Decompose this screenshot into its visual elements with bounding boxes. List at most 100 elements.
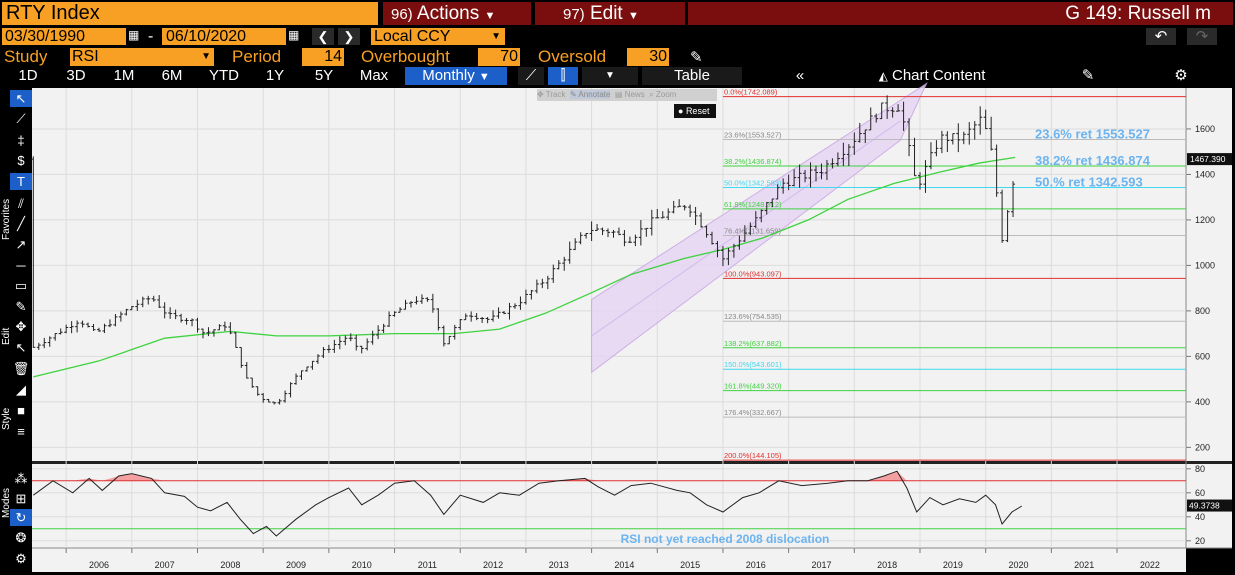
gear-icon[interactable]: ⚙ bbox=[1174, 67, 1188, 84]
pen-tool-icon[interactable]: ✎ bbox=[15, 299, 27, 314]
settings-icon[interactable]: ⚙ bbox=[15, 551, 27, 566]
price-bar bbox=[173, 309, 178, 320]
chart-content-button[interactable]: ◭ Chart Content bbox=[852, 67, 1012, 85]
end-date-field[interactable]: 06/10/2020 bbox=[162, 28, 286, 45]
price-bar bbox=[819, 163, 824, 180]
ray-tool-icon[interactable]: ↗ bbox=[15, 237, 27, 252]
track-option[interactable]: ✥ Track bbox=[537, 90, 566, 99]
tab-1y[interactable]: 1Y bbox=[265, 67, 285, 84]
period-label: Period bbox=[232, 48, 282, 66]
tab-ytd[interactable]: YTD bbox=[209, 67, 239, 84]
hline-tool-icon[interactable]: ─ bbox=[16, 258, 26, 273]
price-bar bbox=[195, 317, 200, 333]
price-bar bbox=[80, 320, 85, 328]
dollar-tool-icon[interactable]: $ bbox=[17, 153, 25, 168]
price-bar bbox=[726, 247, 731, 266]
chart-type-dropdown[interactable]: ▼ bbox=[582, 67, 638, 85]
currency-select[interactable]: Local CCY ▼ bbox=[371, 28, 505, 45]
price-bar bbox=[961, 131, 966, 145]
oversold-input[interactable]: 30 bbox=[627, 48, 669, 66]
price-bar bbox=[945, 131, 950, 152]
price-bar bbox=[31, 156, 36, 348]
overbought-fill bbox=[89, 478, 103, 481]
period-input[interactable]: 14 bbox=[302, 48, 344, 66]
mode-tool-icon[interactable]: ⁂ bbox=[14, 471, 28, 486]
tab-max[interactable]: Max bbox=[359, 67, 389, 84]
price-bar bbox=[868, 107, 873, 131]
move-tool-icon[interactable]: ✥ bbox=[15, 319, 27, 334]
price-bar bbox=[923, 160, 928, 193]
calendar-icon[interactable]: ▦ bbox=[288, 28, 300, 42]
reset-label: Reset bbox=[685, 106, 710, 116]
table-button[interactable]: Table bbox=[642, 67, 742, 85]
prev-arrow-button[interactable]: ❮ bbox=[312, 28, 334, 45]
price-bar bbox=[950, 133, 955, 145]
tab-1d[interactable]: 1D bbox=[18, 67, 38, 84]
price-bar bbox=[75, 320, 80, 333]
chevron-down-icon: ▼ bbox=[201, 51, 211, 62]
trash-icon[interactable]: 🗑 bbox=[12, 361, 30, 376]
text-tool-icon[interactable]: T bbox=[10, 173, 32, 190]
pencil-icon[interactable]: ✎ bbox=[690, 49, 703, 66]
trend-tool-icon[interactable]: ╱ bbox=[17, 216, 25, 231]
edit-style-icon[interactable]: ✎ bbox=[1081, 67, 1095, 84]
price-bar bbox=[392, 311, 397, 317]
price-bar bbox=[835, 152, 840, 167]
chevron-down-icon: ▼ bbox=[628, 10, 639, 22]
price-bar bbox=[917, 172, 922, 190]
refresh-mode-icon[interactable]: ↻ bbox=[10, 509, 32, 526]
annotate-label: Annotate bbox=[578, 90, 611, 99]
redo-button[interactable]: ↷ bbox=[1187, 28, 1217, 45]
percent-tool-icon[interactable]: ‡ bbox=[17, 133, 25, 148]
ticker-field[interactable]: RTY Index bbox=[2, 2, 378, 25]
pointer-edit-icon[interactable]: ↖ bbox=[15, 340, 27, 355]
pointer-icon[interactable]: ↖ bbox=[10, 90, 32, 107]
currency-value: Local CCY bbox=[374, 28, 451, 45]
tab-3d[interactable]: 3D bbox=[66, 67, 86, 84]
next-arrow-button[interactable]: ❯ bbox=[338, 28, 360, 45]
edit-menu[interactable]: 97) Edit ▼ bbox=[535, 2, 685, 25]
modes-side-label: Modes bbox=[1, 487, 12, 518]
annotate-option[interactable]: ✎ Annotate bbox=[569, 90, 611, 99]
edit-side-label: Edit bbox=[1, 327, 12, 345]
overbought-input[interactable]: 70 bbox=[478, 48, 520, 66]
price-bar bbox=[1011, 181, 1016, 218]
palette-icon[interactable]: ❂ bbox=[15, 530, 27, 545]
price-bar bbox=[874, 113, 879, 123]
price-bar bbox=[731, 243, 736, 258]
draw-line-icon[interactable]: ⟋ bbox=[16, 111, 26, 126]
collapse-panel-button[interactable]: « bbox=[795, 67, 805, 84]
price-bar bbox=[567, 241, 572, 264]
reset-button[interactable]: ● Reset bbox=[674, 104, 716, 118]
fib-level-label: 138.2%(637.882) bbox=[724, 339, 782, 348]
zoom-option[interactable]: ⌕ Zoom bbox=[649, 90, 677, 99]
y-tick-label: 800 bbox=[1195, 306, 1210, 316]
pane-divider bbox=[32, 461, 1232, 464]
price-bar bbox=[507, 302, 512, 320]
fib-level-label: 200.0%(144.105) bbox=[724, 451, 782, 460]
zoom-label: Zoom bbox=[655, 90, 677, 99]
color-style-icon[interactable]: ◢ bbox=[16, 382, 26, 397]
tab-5y[interactable]: 5Y bbox=[314, 67, 334, 84]
channel-tool-icon[interactable]: ⫽ bbox=[18, 196, 24, 211]
price-bar bbox=[42, 337, 47, 349]
news-option[interactable]: ▤ News bbox=[614, 90, 645, 99]
actions-menu[interactable]: 96) Actions ▼ bbox=[383, 2, 531, 25]
line-chart-button[interactable]: ⟋ bbox=[518, 67, 544, 85]
study-value: RSI bbox=[72, 48, 99, 65]
band-tool-icon[interactable]: ▭ bbox=[14, 278, 28, 293]
undo-button[interactable]: ↶ bbox=[1146, 28, 1176, 45]
study-select[interactable]: RSI ▼ bbox=[70, 48, 214, 66]
price-bar bbox=[606, 228, 611, 238]
crosshair-tool-icon[interactable]: ⊞ bbox=[15, 491, 27, 506]
line-style-icon[interactable]: ≡ bbox=[17, 424, 25, 439]
tab-1m[interactable]: 1M bbox=[113, 67, 135, 84]
calendar-icon[interactable]: ▦ bbox=[128, 28, 140, 42]
fill-style-icon[interactable]: ■ bbox=[17, 403, 25, 418]
start-date-field[interactable]: 03/30/1990 bbox=[2, 28, 126, 45]
bar-chart-button[interactable]: ⫿ bbox=[548, 67, 578, 85]
frequency-select[interactable]: Monthly ▼ bbox=[405, 67, 507, 85]
tab-6m[interactable]: 6M bbox=[161, 67, 183, 84]
price-bar bbox=[485, 317, 490, 324]
